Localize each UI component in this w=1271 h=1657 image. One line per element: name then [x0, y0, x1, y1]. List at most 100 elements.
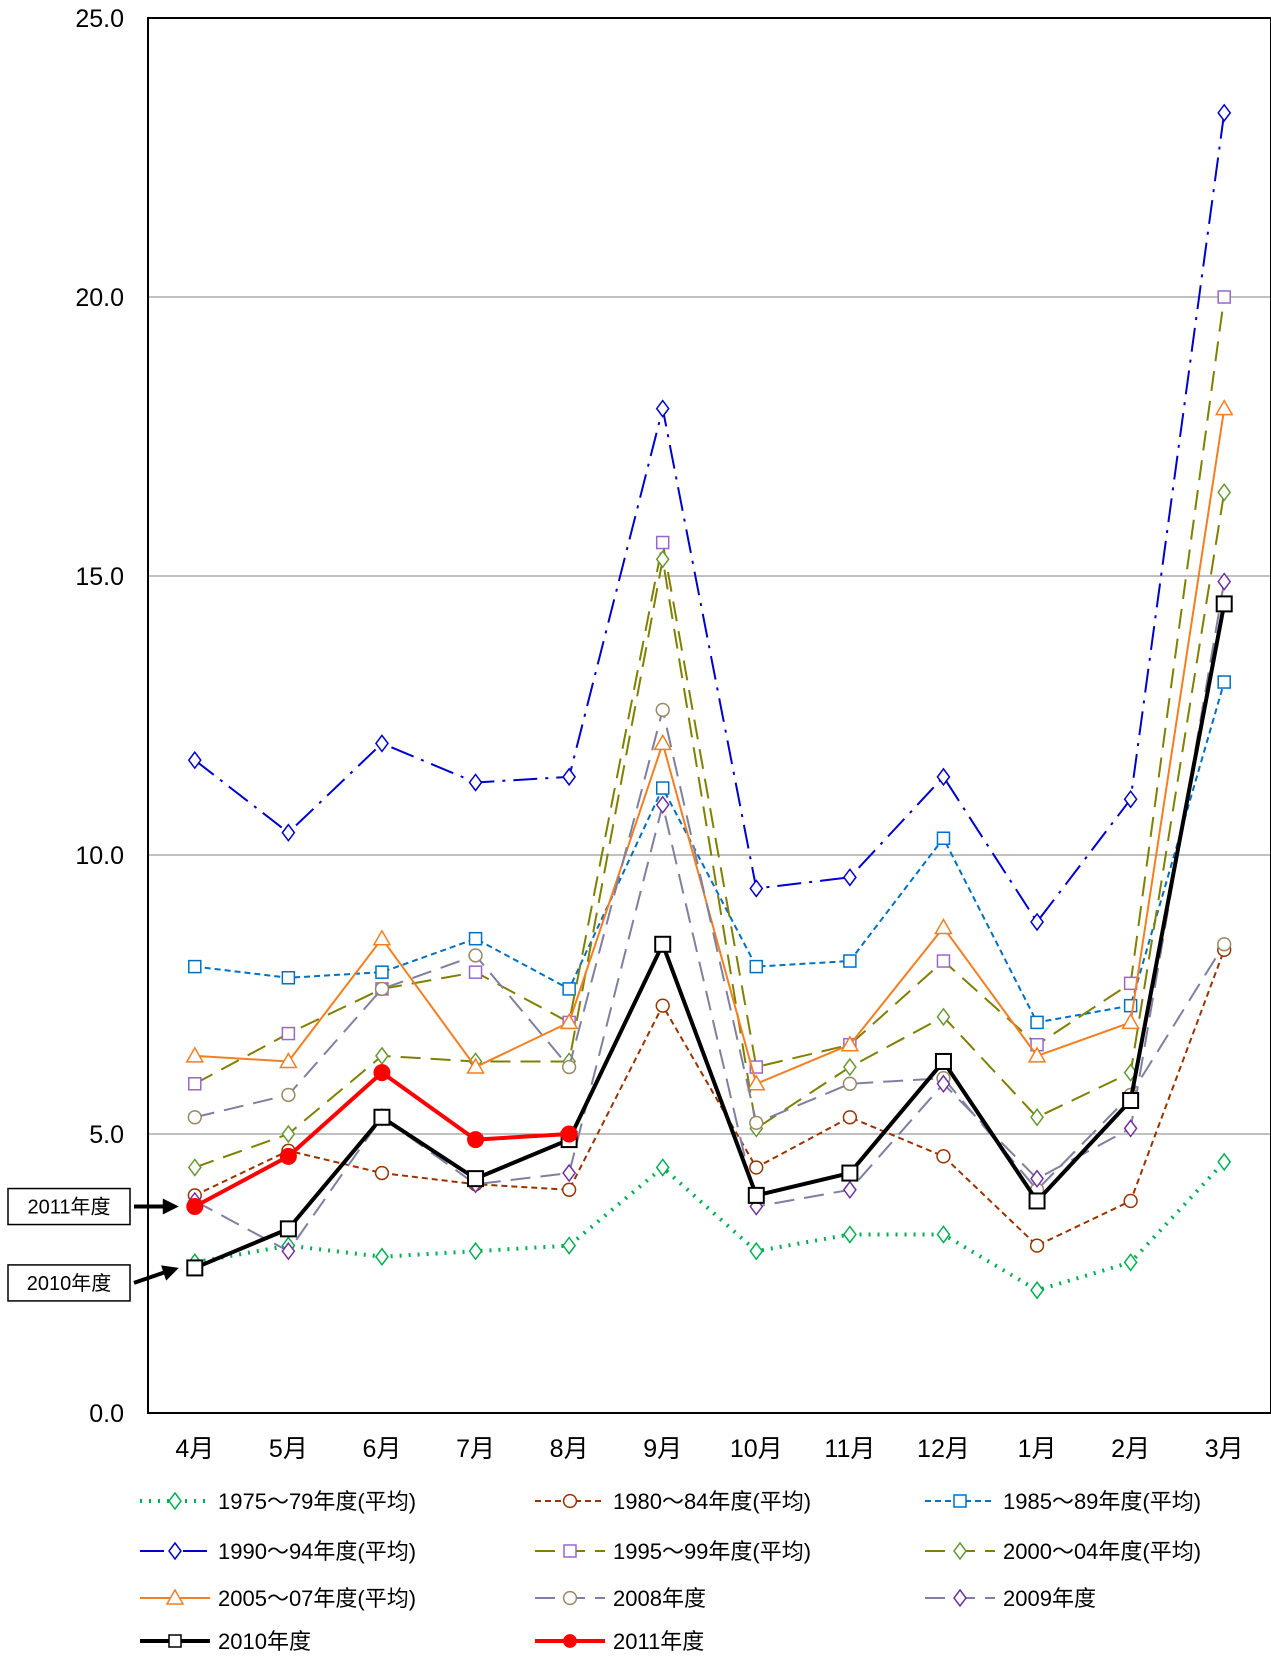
data-point: [281, 971, 296, 985]
data-point: [468, 948, 483, 963]
series-9: [186, 595, 1233, 1277]
data-point: [466, 1057, 485, 1074]
data-point: [934, 1052, 952, 1070]
legend-label: 2010年度: [218, 1629, 311, 1654]
data-point: [843, 954, 857, 968]
data-point: [168, 1541, 182, 1561]
data-point: [841, 1164, 859, 1182]
data-point: [953, 1541, 967, 1561]
series-4: [188, 290, 1231, 1091]
y-axis-ticks: 0.0 5.0 10.0 15.0 20.0 25.0: [75, 5, 124, 1428]
data-point: [1123, 1253, 1138, 1272]
x-tick-label: 3月: [1205, 1435, 1244, 1463]
data-point: [562, 1163, 577, 1183]
data-point: [1214, 399, 1234, 416]
series-line: [194, 1160, 1226, 1293]
series-line: [194, 681, 1226, 1024]
legend-item: 2008年度: [535, 1586, 706, 1611]
data-point: [842, 1057, 857, 1077]
y-tick-label: 0.0: [89, 1400, 124, 1428]
data-point: [188, 1077, 202, 1091]
data-point: [562, 1590, 578, 1606]
data-point: [936, 1225, 951, 1244]
legend-label: 1990～94年度(平均): [218, 1539, 416, 1564]
data-point: [749, 959, 764, 974]
legend: 1975～79年度(平均) 1980～84年度(平均) 1985～89年度(平均) 1…: [140, 1489, 1201, 1654]
data-point: [375, 1247, 389, 1267]
data-point: [468, 773, 483, 792]
data-point: [842, 1076, 858, 1091]
data-point: [187, 1110, 202, 1125]
legend-label: 2008年度: [613, 1586, 706, 1611]
data-point: [185, 1046, 205, 1063]
data-point: [842, 868, 857, 887]
legend-label: 2009年度: [1003, 1586, 1096, 1611]
series-7: [187, 702, 1232, 1197]
x-tick-label: 7月: [456, 1435, 495, 1463]
x-tick-label: 10月: [730, 1435, 783, 1463]
x-tick-label: 2月: [1111, 1435, 1150, 1463]
legend-label: 1985～89年度(平均): [1003, 1489, 1201, 1514]
callout-arrowhead: [162, 1198, 179, 1215]
data-point: [563, 1544, 577, 1558]
x-tick-label: 6月: [363, 1435, 402, 1463]
data-point: [468, 931, 483, 946]
data-point: [655, 535, 670, 550]
data-point: [842, 1180, 857, 1200]
data-point: [281, 823, 296, 842]
data-point: [168, 1634, 182, 1648]
series-6: [185, 399, 1234, 1091]
data-point: [749, 1115, 764, 1130]
data-point: [936, 1007, 951, 1027]
series-3: [187, 103, 1232, 932]
legend-item: 1980～84年度(平均): [535, 1489, 811, 1514]
callout-label: 2011年度: [27, 1196, 110, 1219]
data-point: [563, 1634, 577, 1648]
legend-item: 1990～94年度(平均): [140, 1539, 416, 1564]
data-point: [1027, 1046, 1047, 1063]
data-point: [562, 1493, 578, 1509]
data-point: [373, 1064, 391, 1082]
data-point: [562, 767, 577, 787]
data-point: [168, 1491, 182, 1511]
series-line: [194, 603, 1227, 1270]
legend-item: 2000～04年度(平均): [925, 1539, 1201, 1564]
data-point: [936, 767, 951, 787]
data-point: [1217, 483, 1232, 502]
data-point: [1217, 937, 1232, 952]
series-10: [186, 1064, 578, 1216]
data-point: [1217, 290, 1231, 304]
x-tick-label: 12月: [917, 1435, 970, 1463]
legend-item: 1975～79年度(平均): [140, 1489, 416, 1514]
series-line: [194, 708, 1226, 1191]
data-point: [281, 1087, 296, 1103]
data-point: [468, 1241, 483, 1261]
x-tick-label: 5月: [269, 1435, 308, 1463]
data-point: [655, 781, 670, 795]
data-point: [374, 1165, 390, 1181]
data-point: [953, 1588, 967, 1608]
series-line: [194, 296, 1226, 1085]
data-point: [561, 1059, 577, 1075]
series-1: [187, 942, 1232, 1253]
data-point: [468, 965, 483, 979]
data-point: [1123, 1119, 1138, 1138]
data-point: [1028, 1192, 1046, 1210]
callouts: 2011年度 2010年度: [7, 1187, 179, 1302]
data-point: [1030, 1015, 1044, 1030]
series-line: [194, 492, 1226, 1169]
data-point: [936, 1074, 951, 1094]
data-point: [746, 1074, 766, 1091]
data-point: [1122, 1092, 1140, 1110]
y-tick-label: 10.0: [75, 842, 124, 870]
data-point: [560, 1125, 578, 1143]
data-point: [936, 954, 951, 968]
legend-item: 2005～07年度(平均): [140, 1586, 416, 1611]
data-point: [467, 1131, 485, 1149]
data-point: [655, 399, 670, 418]
data-point: [1123, 1193, 1138, 1209]
data-point: [186, 1259, 204, 1277]
data-point: [467, 1170, 485, 1188]
data-point: [281, 1026, 296, 1041]
